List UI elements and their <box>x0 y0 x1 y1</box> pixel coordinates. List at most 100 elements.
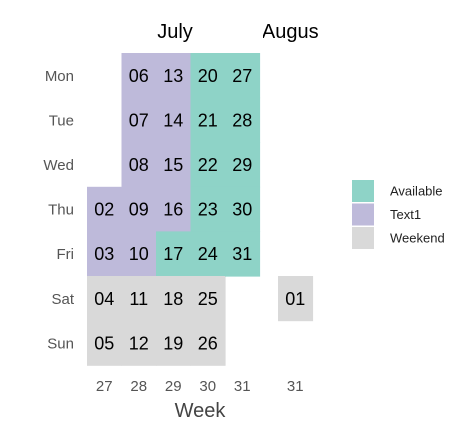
day-cell-fill <box>87 186 123 232</box>
day-cell-fill <box>121 53 157 99</box>
day-cell-label: 31 <box>232 244 252 264</box>
day-cell-fill <box>156 276 192 322</box>
day-cell: 14 <box>156 97 192 143</box>
week-tick-label: 30 <box>199 378 216 395</box>
day-cell-fill <box>190 97 226 143</box>
day-cell: 25 <box>190 276 226 322</box>
weekday-tick-label: Thu <box>48 202 74 219</box>
day-cell: 19 <box>156 320 192 366</box>
weekday-tick-label: Sun <box>47 335 74 352</box>
day-cell-label: 15 <box>163 155 183 175</box>
day-cell: 08 <box>121 142 157 188</box>
day-cell-fill <box>156 97 192 143</box>
day-cell-fill <box>87 231 123 277</box>
day-cell-label: 02 <box>94 200 114 220</box>
day-cell-fill <box>121 276 157 322</box>
day-cell: 31 <box>225 231 261 277</box>
day-cell-label: 28 <box>232 110 252 130</box>
day-cell-fill <box>156 142 192 188</box>
day-cell-fill <box>156 53 192 99</box>
day-cell: 15 <box>156 142 192 188</box>
legend-label: Text1 <box>390 207 421 222</box>
day-cell-label: 14 <box>163 110 183 130</box>
day-cell: 20 <box>190 53 226 99</box>
day-cell-label: 18 <box>163 289 183 309</box>
day-cell-label: 30 <box>232 200 252 220</box>
legend: Available Text1 Weekend <box>352 180 445 249</box>
x-axis-title: Week <box>175 400 227 422</box>
day-cell-label: 29 <box>232 155 252 175</box>
day-cell-fill <box>121 97 157 143</box>
day-cell-label: 05 <box>94 333 114 353</box>
day-cell: 24 <box>190 231 226 277</box>
week-tick-label: 29 <box>165 378 182 395</box>
day-cell-label: 20 <box>198 66 218 86</box>
day-cell: 02 <box>87 186 123 232</box>
day-cell-fill <box>225 53 261 99</box>
day-cell: 21 <box>190 97 226 143</box>
day-cell: 05 <box>87 320 123 366</box>
weekday-tick-label: Mon <box>45 68 74 85</box>
weekday-tick-label: Fri <box>57 246 75 263</box>
day-cell: 23 <box>190 186 226 232</box>
weekday-tick-label: Tue <box>49 112 74 129</box>
day-cell-fill <box>190 53 226 99</box>
day-cell-fill <box>225 97 261 143</box>
day-cell-label: 22 <box>198 155 218 175</box>
day-cell: 27 <box>225 53 261 99</box>
day-cell-label: 24 <box>198 244 218 264</box>
day-cell-label: 09 <box>129 200 149 220</box>
day-cell: 13 <box>156 53 192 99</box>
day-cell-fill <box>190 186 226 232</box>
day-cell-fill <box>225 186 261 232</box>
day-cell-fill <box>278 276 314 322</box>
day-cell-label: 21 <box>198 110 218 130</box>
day-cell-label: 11 <box>129 289 148 309</box>
day-cell-fill <box>190 276 226 322</box>
day-cell-label: 07 <box>129 110 149 130</box>
legend-swatch <box>352 203 374 226</box>
month-strip-label: July <box>157 21 193 43</box>
day-cell-fill <box>121 186 157 232</box>
day-cell-fill <box>87 276 123 322</box>
week-tick-label: 28 <box>130 378 147 395</box>
day-cell-fill <box>225 231 261 277</box>
day-cell-label: 25 <box>198 289 218 309</box>
day-cell: 10 <box>121 231 157 277</box>
weekday-axis: Mon Tue Wed Thu Fri Sat Sun <box>43 68 74 353</box>
day-cell-fill <box>190 320 226 366</box>
day-cell: 11 <box>121 276 157 322</box>
day-cell: 03 <box>87 231 123 277</box>
day-cell-label: 27 <box>232 66 252 86</box>
day-cell: 22 <box>190 142 226 188</box>
week-tick-label: 31 <box>234 378 251 395</box>
day-cell-fill <box>156 320 192 366</box>
week-axis: 27 28 29 30 31 31 <box>96 378 304 395</box>
legend-item: Weekend <box>352 227 445 249</box>
day-cell: 06 <box>121 53 157 99</box>
legend-swatch <box>352 180 374 202</box>
day-cell-fill <box>225 142 261 188</box>
day-cell-fill <box>190 231 226 277</box>
day-cell-fill <box>121 142 157 188</box>
month-strip-label: August <box>262 21 325 43</box>
day-cell-label: 13 <box>163 66 183 86</box>
day-cell-label: 03 <box>94 244 114 264</box>
legend-label: Weekend <box>390 231 445 246</box>
day-cell-label: 12 <box>129 333 149 353</box>
legend-swatch <box>352 227 374 249</box>
day-cell-fill <box>121 231 157 277</box>
day-cell-fill <box>87 320 123 366</box>
day-cell: 30 <box>225 186 261 232</box>
heatmap-cells: 02 03 04 05 06 07 08 09 10 11 12 13 14 15 16 17 18 19 20 21… <box>87 53 314 366</box>
day-cell-label: 26 <box>198 333 218 353</box>
day-cell-label: 10 <box>129 244 149 264</box>
day-cell-label: 06 <box>129 66 149 86</box>
weekday-tick-label: Wed <box>43 157 74 174</box>
day-cell: 17 <box>156 231 192 277</box>
day-cell: 26 <box>190 320 226 366</box>
day-cell-fill <box>190 142 226 188</box>
day-cell: 18 <box>156 276 192 322</box>
week-tick-label: 27 <box>96 378 113 395</box>
